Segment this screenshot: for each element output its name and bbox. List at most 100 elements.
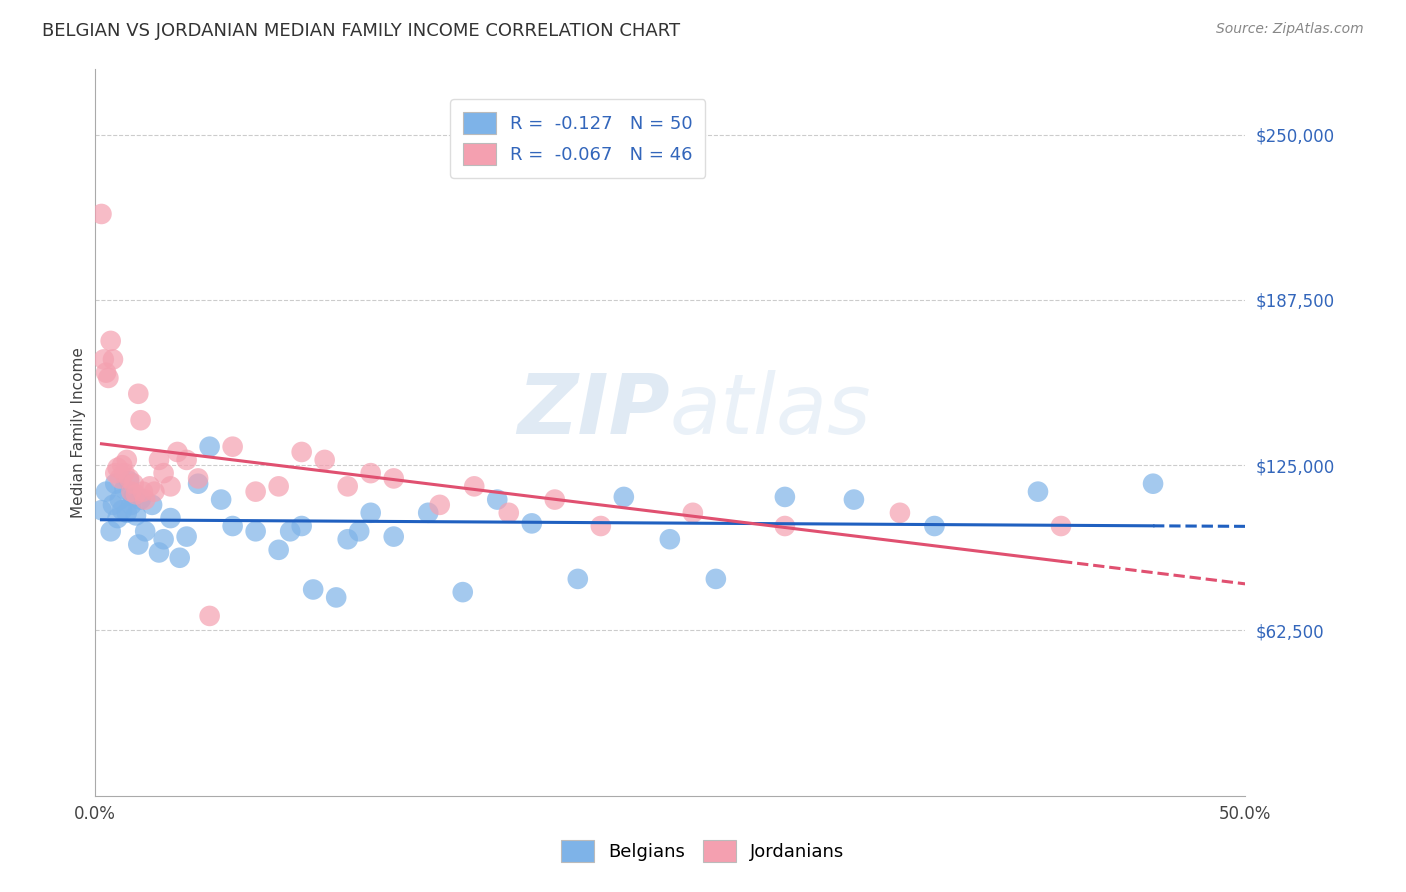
Point bbox=[291, 445, 314, 459]
Y-axis label: Median Family Income: Median Family Income bbox=[72, 347, 86, 517]
Point bbox=[93, 352, 115, 367]
Point bbox=[302, 582, 325, 597]
Point bbox=[134, 524, 156, 539]
Point bbox=[132, 484, 155, 499]
Point bbox=[139, 479, 162, 493]
Point bbox=[520, 516, 543, 531]
Point bbox=[125, 508, 148, 523]
Point bbox=[108, 471, 131, 485]
Point bbox=[90, 503, 112, 517]
Point bbox=[134, 492, 156, 507]
Point bbox=[90, 207, 112, 221]
Point bbox=[498, 506, 520, 520]
Point bbox=[143, 484, 166, 499]
Point bbox=[924, 519, 946, 533]
Point bbox=[104, 476, 127, 491]
Point bbox=[704, 572, 727, 586]
Point bbox=[159, 479, 181, 493]
Point bbox=[94, 366, 117, 380]
Point bbox=[118, 471, 141, 485]
Point bbox=[122, 476, 145, 491]
Point bbox=[682, 506, 704, 520]
Point bbox=[187, 476, 209, 491]
Point bbox=[115, 453, 138, 467]
Point bbox=[101, 352, 124, 367]
Point bbox=[111, 458, 134, 473]
Point bbox=[187, 471, 209, 485]
Point bbox=[114, 482, 136, 496]
Point bbox=[382, 530, 405, 544]
Point bbox=[486, 492, 509, 507]
Point bbox=[347, 524, 370, 539]
Point bbox=[198, 440, 221, 454]
Point bbox=[118, 474, 141, 488]
Point bbox=[429, 498, 451, 512]
Point bbox=[314, 453, 336, 467]
Point bbox=[773, 490, 796, 504]
Point bbox=[544, 492, 567, 507]
Point bbox=[125, 487, 148, 501]
Point bbox=[567, 572, 589, 586]
Point bbox=[127, 386, 149, 401]
Point bbox=[159, 511, 181, 525]
Point bbox=[209, 492, 232, 507]
Point bbox=[221, 440, 243, 454]
Point bbox=[108, 492, 131, 507]
Point bbox=[152, 533, 174, 547]
Point bbox=[325, 591, 347, 605]
Point bbox=[120, 484, 142, 499]
Point bbox=[658, 533, 681, 547]
Point bbox=[129, 492, 152, 507]
Point bbox=[336, 533, 359, 547]
Point bbox=[291, 519, 314, 533]
Point bbox=[129, 413, 152, 427]
Point bbox=[115, 506, 138, 520]
Point bbox=[1050, 519, 1073, 533]
Point bbox=[278, 524, 301, 539]
Legend: Belgians, Jordanians: Belgians, Jordanians bbox=[554, 833, 852, 870]
Point bbox=[107, 460, 129, 475]
Point bbox=[842, 492, 865, 507]
Point bbox=[114, 466, 136, 480]
Text: ZIP: ZIP bbox=[517, 370, 669, 450]
Legend: R =  -0.127   N = 50, R =  -0.067   N = 46: R = -0.127 N = 50, R = -0.067 N = 46 bbox=[450, 99, 706, 178]
Point bbox=[122, 490, 145, 504]
Point bbox=[1026, 484, 1049, 499]
Point bbox=[148, 453, 170, 467]
Point bbox=[104, 466, 127, 480]
Point bbox=[589, 519, 612, 533]
Point bbox=[360, 466, 382, 480]
Point bbox=[198, 609, 221, 624]
Point bbox=[360, 506, 382, 520]
Point bbox=[97, 371, 120, 385]
Text: atlas: atlas bbox=[669, 370, 872, 450]
Point bbox=[245, 484, 267, 499]
Point bbox=[267, 542, 290, 557]
Point bbox=[107, 511, 129, 525]
Point bbox=[336, 479, 359, 493]
Text: BELGIAN VS JORDANIAN MEDIAN FAMILY INCOME CORRELATION CHART: BELGIAN VS JORDANIAN MEDIAN FAMILY INCOM… bbox=[42, 22, 681, 40]
Point bbox=[101, 498, 124, 512]
Point bbox=[120, 498, 142, 512]
Point bbox=[127, 537, 149, 551]
Point bbox=[100, 524, 122, 539]
Point bbox=[245, 524, 267, 539]
Point bbox=[613, 490, 636, 504]
Point bbox=[176, 530, 198, 544]
Point bbox=[451, 585, 474, 599]
Point bbox=[889, 506, 911, 520]
Point bbox=[148, 545, 170, 559]
Point bbox=[176, 453, 198, 467]
Point bbox=[463, 479, 485, 493]
Point bbox=[169, 550, 191, 565]
Point bbox=[100, 334, 122, 348]
Point bbox=[221, 519, 243, 533]
Point bbox=[152, 466, 174, 480]
Point bbox=[111, 503, 134, 517]
Point bbox=[773, 519, 796, 533]
Point bbox=[382, 471, 405, 485]
Text: Source: ZipAtlas.com: Source: ZipAtlas.com bbox=[1216, 22, 1364, 37]
Point bbox=[166, 445, 188, 459]
Point bbox=[418, 506, 440, 520]
Point bbox=[1142, 476, 1164, 491]
